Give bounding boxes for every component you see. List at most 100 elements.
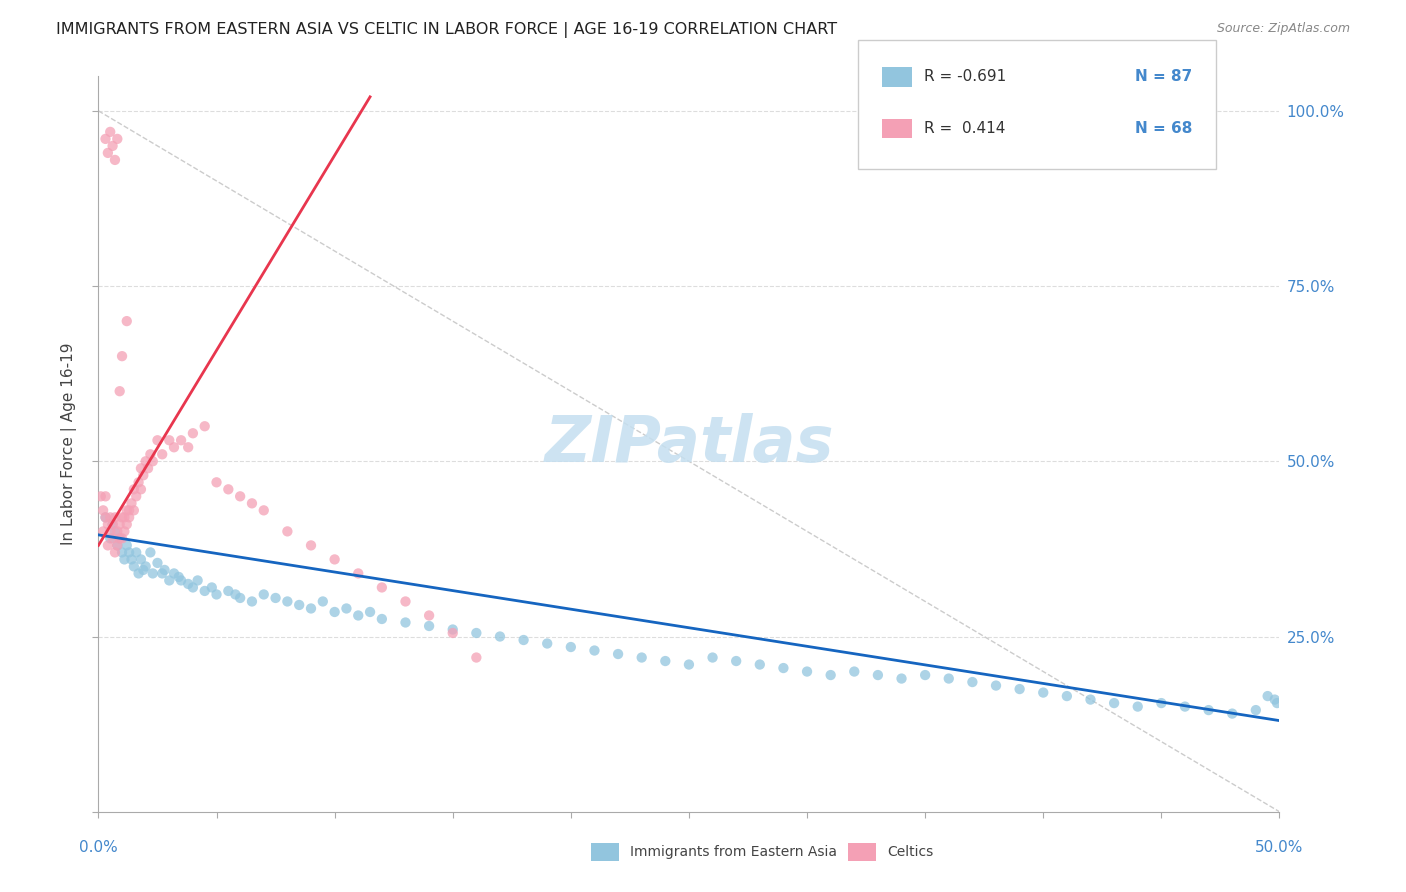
Point [111, 532, 134, 546]
Text: N = 68: N = 68 [1135, 121, 1192, 136]
Point [101, 517, 124, 532]
Point [97, 145, 120, 160]
Point [962, 675, 984, 690]
Point [98, 125, 121, 139]
Point [128, 475, 150, 490]
Point [98, 532, 121, 546]
Point [678, 657, 700, 672]
Point [94, 489, 117, 503]
Point [118, 545, 141, 559]
Point [1080, 692, 1102, 706]
Point [394, 615, 416, 630]
Point [101, 517, 124, 532]
Point [125, 545, 148, 559]
Point [105, 524, 128, 539]
Point [112, 510, 135, 524]
Text: R =  0.414: R = 0.414 [924, 121, 1005, 136]
Point [91, 503, 114, 517]
Point [347, 608, 370, 623]
Point [122, 483, 145, 497]
Point [1150, 696, 1173, 710]
Point [91, 524, 114, 539]
Point [167, 570, 190, 584]
Point [94, 510, 117, 524]
Point [465, 626, 488, 640]
Point [122, 559, 145, 574]
Point [108, 384, 131, 399]
Point [98, 524, 121, 539]
Point [276, 594, 298, 608]
Point [938, 672, 960, 686]
Point [217, 584, 239, 599]
Point [1174, 699, 1197, 714]
Point [253, 503, 276, 517]
Point [90, 489, 112, 503]
Point [240, 496, 263, 510]
Point [153, 563, 176, 577]
Point [115, 538, 138, 552]
Point [157, 574, 180, 588]
Point [240, 594, 263, 608]
Point [118, 510, 141, 524]
Point [253, 587, 276, 601]
Point [984, 679, 1007, 693]
Point [820, 668, 842, 682]
Point [157, 434, 180, 448]
Point [105, 538, 128, 552]
Text: Immigrants from Eastern Asia: Immigrants from Eastern Asia [630, 845, 837, 859]
Point [489, 630, 512, 644]
Text: 0.0%: 0.0% [79, 840, 118, 855]
Point [98, 510, 121, 524]
Point [224, 587, 246, 601]
Point [115, 314, 138, 328]
Point [181, 426, 204, 441]
Y-axis label: In Labor Force | Age 16-19: In Labor Force | Age 16-19 [60, 343, 77, 545]
Point [187, 574, 209, 588]
Point [583, 643, 606, 657]
Point [104, 153, 127, 167]
Point [1102, 696, 1125, 710]
Text: 50.0%: 50.0% [1256, 840, 1303, 855]
Point [97, 538, 120, 552]
Point [129, 552, 152, 566]
Point [347, 566, 370, 581]
Point [866, 668, 889, 682]
Point [94, 510, 117, 524]
Point [132, 468, 155, 483]
Point [205, 587, 228, 601]
Point [194, 419, 217, 434]
Point [129, 483, 152, 497]
Point [418, 608, 440, 623]
Point [150, 447, 173, 461]
Point [1198, 703, 1220, 717]
Point [359, 605, 381, 619]
Point [335, 601, 357, 615]
Point [135, 559, 157, 574]
Text: N = 87: N = 87 [1135, 70, 1192, 84]
Point [104, 510, 127, 524]
Point [104, 524, 127, 539]
Point [299, 601, 322, 615]
Point [1056, 689, 1078, 703]
Point [441, 623, 464, 637]
Point [101, 532, 124, 546]
Point [121, 496, 143, 510]
Point [229, 489, 252, 503]
Point [465, 650, 488, 665]
Point [135, 454, 157, 468]
Point [1126, 699, 1149, 714]
Point [132, 563, 155, 577]
Point [146, 434, 169, 448]
Point [394, 594, 416, 608]
Point [142, 454, 165, 468]
Point [136, 461, 159, 475]
Point [1257, 689, 1279, 703]
Point [111, 349, 134, 363]
Point [142, 566, 165, 581]
Point [112, 524, 135, 539]
Point [323, 552, 346, 566]
Point [1008, 682, 1031, 697]
Point [371, 581, 394, 595]
Text: ZIPatlas: ZIPatlas [544, 413, 834, 475]
Point [111, 510, 134, 524]
